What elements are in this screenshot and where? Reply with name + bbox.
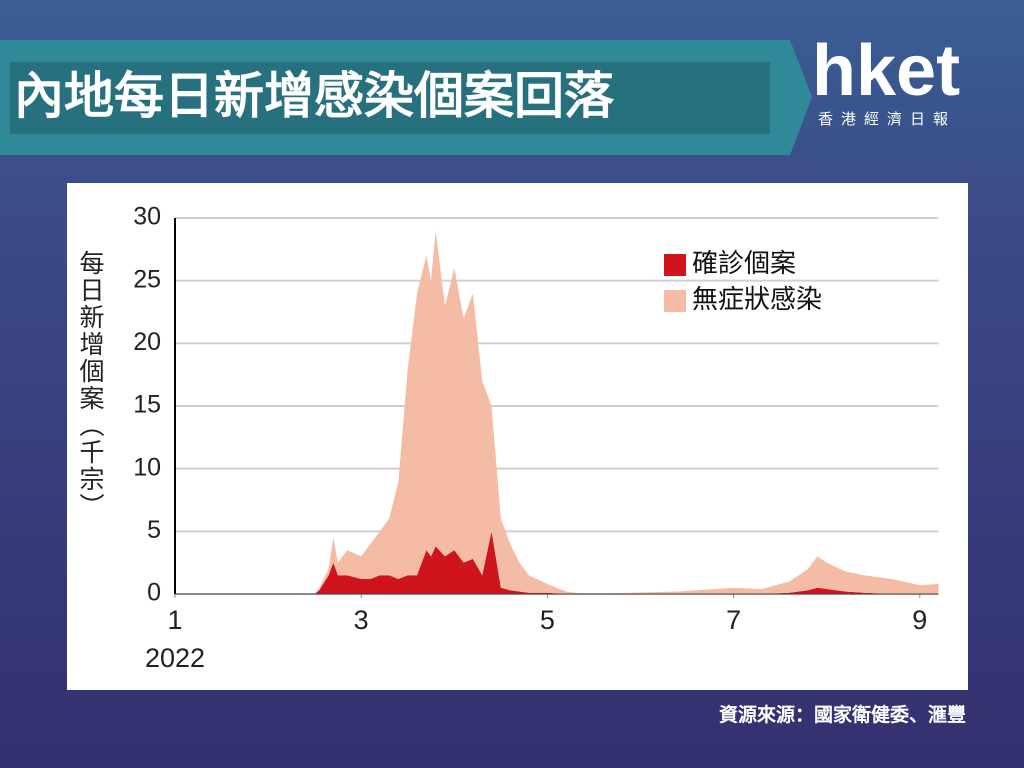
logo: hket [812,31,960,111]
title-box [10,62,770,134]
y-tick-label: 5 [147,516,161,544]
x-tick-label: 9 [912,605,927,635]
logo-subtitle: 香港經濟日報 [818,111,956,128]
y-axis-label: 每日新增個案（千宗） [76,250,104,520]
chart-panel [67,183,968,690]
legend-label: 確診個案 [692,248,796,278]
legend-label: 無症狀感染 [692,284,822,314]
source: 資源來源：國家衛健委、滙豐 [719,703,966,726]
title: 內地每日新增感染個案回落 [14,68,615,124]
x-tick-label: 3 [354,605,369,635]
y-tick-label: 25 [133,265,161,293]
y-tick-label: 0 [147,579,161,607]
legend-swatch [664,290,686,312]
legend-swatch [664,254,686,276]
y-tick-label: 10 [133,453,161,481]
x-year-label: 2022 [145,643,205,673]
y-tick-label: 15 [133,391,161,419]
x-tick-label: 5 [540,605,555,635]
x-tick-label: 1 [167,605,182,635]
y-tick-label: 30 [133,203,161,231]
x-tick-label: 7 [726,605,741,635]
y-tick-label: 20 [133,328,161,356]
